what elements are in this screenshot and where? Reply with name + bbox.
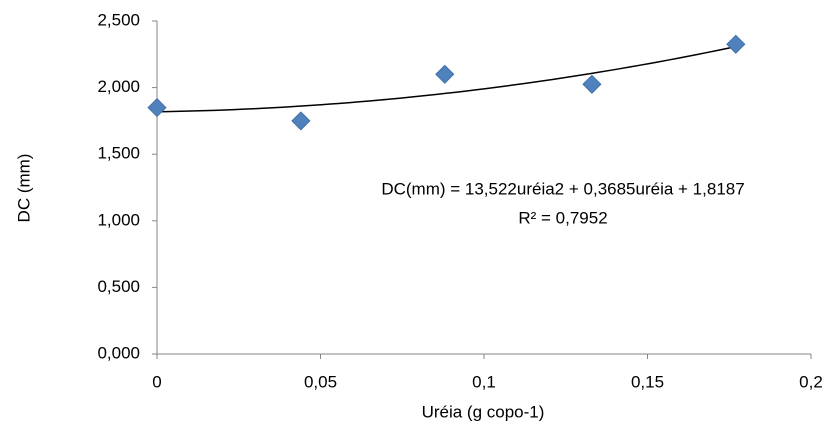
y-tick-label: 2,500 bbox=[97, 10, 140, 29]
point bbox=[147, 98, 167, 118]
y-tick-label: 0,000 bbox=[97, 343, 140, 362]
y-tick-label: 1,500 bbox=[97, 144, 140, 163]
x-tick-label: 0,15 bbox=[631, 372, 664, 391]
trendline-r2: R² = 0,7952 bbox=[518, 208, 607, 227]
x-tick-label: 0,2 bbox=[799, 372, 823, 391]
x-tick-label: 0 bbox=[152, 372, 161, 391]
trendline bbox=[156, 45, 736, 113]
x-axis-title: Uréia (g copo-1) bbox=[422, 402, 545, 421]
point bbox=[582, 74, 602, 94]
x-tick-label: 0,05 bbox=[304, 372, 337, 391]
point bbox=[726, 34, 746, 54]
point bbox=[435, 64, 455, 84]
x-tick-label: 0,1 bbox=[472, 372, 496, 391]
y-tick-label: 0,500 bbox=[97, 277, 140, 296]
y-tick-label: 2,000 bbox=[97, 77, 140, 96]
trendline-equation: DC(mm) = 13,522uréia2 + 0,3685uréia + 1,… bbox=[381, 179, 744, 198]
y-tick-label: 1,000 bbox=[97, 210, 140, 229]
y-axis-title: DC (mm) bbox=[14, 154, 33, 223]
point bbox=[291, 111, 311, 131]
